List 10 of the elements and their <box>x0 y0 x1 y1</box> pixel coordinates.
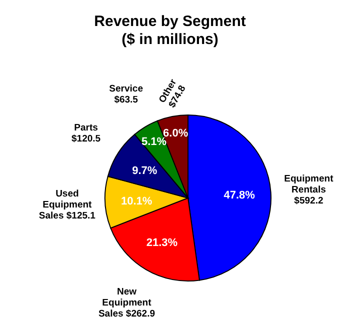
slice-label: Service $63.5 <box>109 84 143 106</box>
chart-title: Revenue by Segment ($ in millions) <box>94 13 246 48</box>
slice-label: New Equipment Sales $262.9 <box>98 286 155 317</box>
data-label: 9.7% <box>132 165 158 178</box>
data-label: 21.3% <box>146 237 178 250</box>
data-label: 47.8% <box>224 189 256 202</box>
slice-label: Equipment Rentals $592.2 <box>284 174 334 207</box>
slice-label: Parts $120.5 <box>72 122 102 144</box>
data-label: 10.1% <box>121 196 152 208</box>
slice-label: Used Equipment Sales $125.1 <box>38 188 96 222</box>
